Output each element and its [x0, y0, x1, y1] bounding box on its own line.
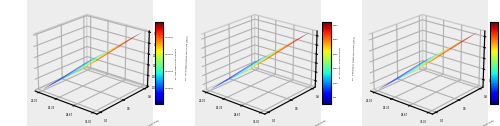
Y-axis label: P1 - Trunnion Radius [mm]: P1 - Trunnion Radius [mm]	[300, 119, 327, 126]
X-axis label: P2 - Head Diameter [mm]: P2 - Head Diameter [mm]	[200, 125, 228, 126]
X-axis label: P2 - Head Diameter [mm]: P2 - Head Diameter [mm]	[368, 125, 396, 126]
Y-axis label: P5 - Equivalent Stress Maximum: P5 - Equivalent Stress Maximum	[340, 48, 341, 78]
Y-axis label: P1 - Trunnion Radius [mm]: P1 - Trunnion Radius [mm]	[132, 119, 159, 126]
Y-axis label: P1 - Trunnion Radius [mm]: P1 - Trunnion Radius [mm]	[468, 119, 494, 126]
X-axis label: P2 - Head Diameter [mm]: P2 - Head Diameter [mm]	[32, 125, 60, 126]
